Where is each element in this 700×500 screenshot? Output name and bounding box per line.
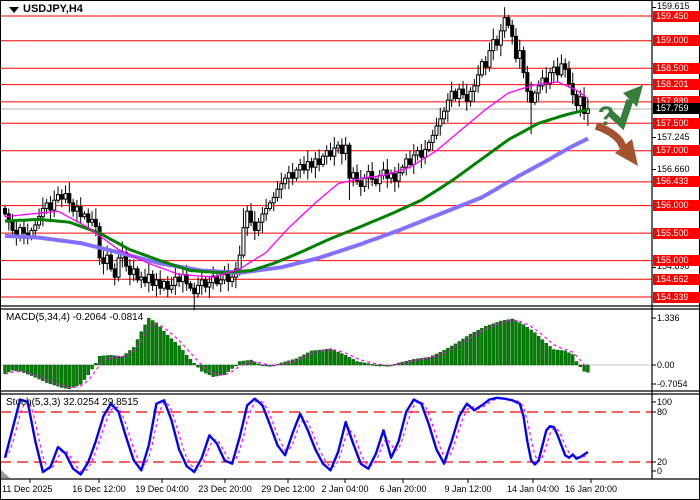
time-axis-label: 2 Jan 04:00: [321, 484, 369, 494]
price-level-badge: 154.339: [653, 291, 700, 303]
price-level-badge: 156.433: [653, 176, 700, 188]
stoch-axis-label: 0: [657, 465, 663, 476]
price-level-badge: 155.500: [653, 227, 700, 239]
down-arrow-icon: [594, 122, 627, 149]
pane-resize-grip[interactable]: [1, 470, 10, 478]
stoch-axis-label: 80: [657, 406, 668, 417]
macd-axis-label: -0.7054: [657, 378, 688, 389]
price-level-badge: 155.000: [653, 255, 700, 267]
macd-axis-label: 1.336: [657, 312, 680, 323]
ma-fast-line: [4, 81, 589, 278]
price-axis-tick-label: 154.890: [657, 261, 690, 272]
price-axis-tick: [652, 137, 656, 138]
ma-mid-line: [4, 108, 589, 275]
stoch-indicator-label: Stoch(5,3,3) 32.0254 29.8515: [6, 397, 139, 408]
symbol-label: USDJPY,H4: [23, 3, 83, 15]
price-axis-tick: [652, 267, 656, 268]
macd-signal-line: [4, 319, 589, 389]
annotation-arrows[interactable]: ?: [594, 85, 643, 166]
price-level-badge: 158.201: [653, 79, 700, 91]
time-axis-label: 11 Dec 2025: [2, 484, 53, 494]
time-axis-label: 6 Jan 20:00: [379, 484, 427, 494]
price-axis-tick-label: 157.245: [657, 131, 690, 142]
macd-pane: [0, 318, 652, 390]
price-axis-tick-label: 159.615: [657, 1, 690, 12]
time-axis-label: 29 Dec 12:00: [261, 484, 315, 494]
price-level-badge: 158.500: [653, 62, 700, 74]
price-level-badge: 159.450: [653, 10, 700, 22]
stoch-k-line: [3, 396, 589, 476]
up-arrow-icon: [606, 98, 634, 131]
price-level-badge: 157.500: [653, 117, 700, 129]
macd-axis-label: 0.00: [657, 359, 675, 370]
stoch-axis-label: 100: [657, 396, 673, 407]
time-axis-label: 23 Dec 20:00: [198, 484, 252, 494]
price-axis-tick: [652, 7, 656, 8]
symbol-dropdown-icon[interactable]: [9, 7, 19, 13]
price-axis-tick: [652, 169, 656, 170]
price-axis-tick-label: 156.660: [657, 163, 690, 174]
question-mark: ?: [598, 101, 615, 131]
time-axis-label: 16 Dec 12:00: [72, 484, 126, 494]
pane-separator-main-macd[interactable]: [0, 305, 700, 310]
stoch-d-line: [4, 397, 589, 473]
price-level-badge: 154.662: [653, 273, 700, 285]
time-axis-label: 16 Jan 20:00: [564, 484, 618, 494]
time-axis-label: 19 Dec 04:00: [135, 484, 189, 494]
price-level-badge: 156.000: [653, 200, 700, 212]
macd-indicator-label: MACD(5,34,4) -0.2064 -0.0814: [6, 312, 144, 323]
pane-separator-macd-stoch[interactable]: [0, 390, 700, 395]
price-level-badge: 159.000: [653, 35, 700, 47]
stoch-pane: [0, 396, 652, 476]
price-level-badge: 157.000: [653, 145, 700, 157]
time-axis-label: 9 Jan 12:00: [444, 484, 492, 494]
time-axis-label: 14 Jan 04:00: [506, 484, 560, 494]
current-price-badge: 157.759: [653, 103, 700, 115]
stoch-axis-label: 20: [657, 456, 668, 467]
price-level-badge: 157.889: [653, 96, 700, 108]
ma-slow-line: [4, 136, 589, 275]
